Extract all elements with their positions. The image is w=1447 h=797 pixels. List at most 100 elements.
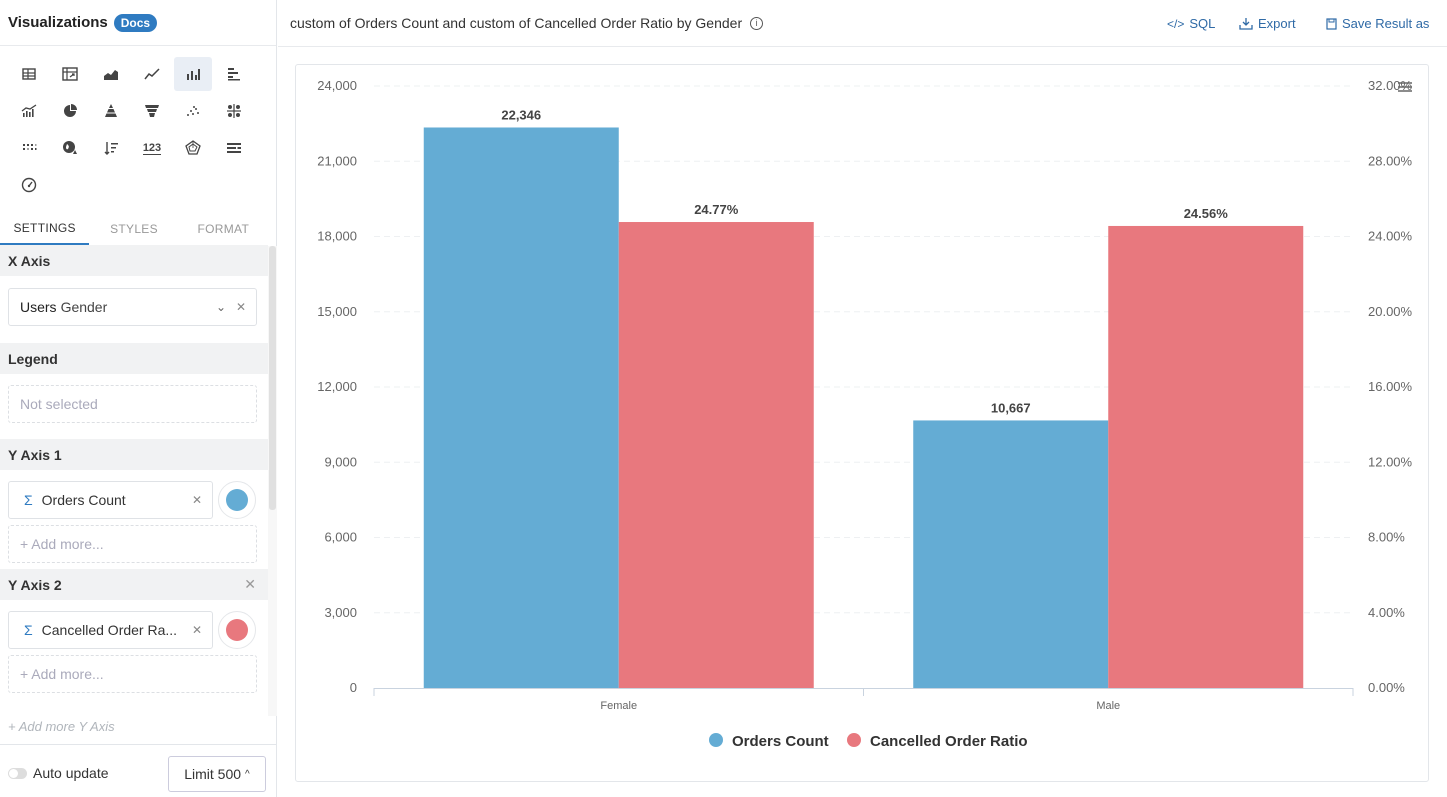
x-axis-label: X Axis [8, 252, 51, 269]
y-right-tick-label: 16.00% [1368, 379, 1413, 394]
visualization-panel: Visualizations Docs [0, 0, 277, 797]
heatmap-icon[interactable] [10, 131, 48, 165]
panel-scrollbar[interactable] [269, 246, 276, 510]
y-right-tick-label: 32.00% [1368, 78, 1413, 93]
bar [1108, 225, 1304, 688]
chart-header: custom of Orders Count and custom of Can… [278, 0, 1447, 47]
y-axis-2-section-header: Y Axis 2 ✕ [0, 569, 268, 600]
sql-button[interactable]: </> SQL [1167, 16, 1215, 31]
remove-x-axis-icon[interactable]: ✕ [235, 300, 246, 314]
y-axis-2-add-more[interactable]: + Add more... [8, 655, 257, 693]
y-left-tick-label: 0 [350, 680, 357, 695]
combo-bar-chart: 0 0.00% 3,000 4.00% 6,000 8.00% 9,000 12.00% 12,… [317, 78, 1413, 750]
y-left-tick-label: 6,000 [324, 530, 357, 545]
sorted-list-icon[interactable] [92, 131, 130, 165]
area-chart-icon[interactable] [92, 57, 130, 91]
save-result-button[interactable]: Save Result as [1326, 16, 1429, 31]
panel-footer [0, 744, 277, 797]
y-axis-1-add-more[interactable]: + Add more... [8, 525, 257, 563]
tab-styles[interactable]: STYLES [110, 221, 158, 236]
number-123-icon[interactable]: 123 [142, 141, 162, 155]
settings-tabs: SETTINGS STYLES FORMAT [0, 212, 268, 246]
chevron-down-icon[interactable]: ⌄ [215, 300, 226, 314]
x-axis-field-prefix: Users [20, 299, 57, 315]
docs-badge[interactable]: Docs [113, 13, 158, 32]
y-axis-1-label: Y Axis 1 [8, 446, 62, 463]
legend-section-header: Legend [0, 343, 268, 374]
pivot-table-icon[interactable] [51, 57, 89, 91]
legend-label: Cancelled Order Ratio [870, 733, 1028, 750]
legend-label: Orders Count [732, 733, 829, 750]
limit-dropdown[interactable]: Limit 500 ^ [168, 756, 266, 792]
export-icon [1239, 18, 1253, 30]
gauge-icon[interactable] [10, 168, 48, 202]
data-label: 22,346 [501, 107, 541, 122]
y-axis-1-field[interactable]: Σ Orders Count ✕ [8, 481, 213, 519]
y-axis-2-field[interactable]: Σ Cancelled Order Ra... ✕ [8, 611, 213, 649]
export-button[interactable]: Export [1239, 16, 1296, 31]
y-axis-1-add-more-label: + Add more... [20, 536, 104, 552]
scatter-chart-icon[interactable] [174, 94, 212, 128]
bullet-chart-icon[interactable] [215, 131, 253, 165]
y-right-tick-label: 20.00% [1368, 304, 1413, 319]
bar [423, 127, 619, 688]
sigma-icon: Σ [24, 492, 33, 508]
table-icon[interactable] [10, 57, 48, 91]
main-area: custom of Orders Count and custom of Can… [278, 0, 1447, 797]
x-tick-label: Female [600, 700, 637, 712]
auto-update-label: Auto update [33, 765, 109, 781]
remove-y-axis-1-field-icon[interactable]: ✕ [191, 493, 202, 507]
data-label: 10,667 [991, 400, 1031, 415]
tab-format[interactable]: FORMAT [197, 221, 250, 236]
y-left-tick-label: 12,000 [317, 379, 357, 394]
legend-field[interactable]: Not selected [8, 385, 257, 423]
y-right-tick-label: 12.00% [1368, 454, 1413, 469]
legend-marker [709, 733, 723, 747]
save-label: Save Result as [1342, 16, 1430, 31]
line-chart-icon[interactable] [133, 57, 171, 91]
sql-label: SQL [1189, 16, 1216, 31]
legend-label: Legend [8, 350, 58, 367]
bar [618, 222, 814, 688]
data-label: 24.56% [1184, 206, 1229, 221]
column-chart-icon[interactable] [174, 57, 212, 91]
y-axis-1-field-name: Orders Count [41, 492, 126, 508]
y-left-tick-label: 21,000 [317, 153, 357, 168]
y-left-tick-label: 24,000 [317, 78, 357, 93]
chart-title: custom of Orders Count and custom of Can… [290, 15, 743, 31]
sigma-icon: Σ [24, 622, 33, 638]
chart-container: 0 0.00% 3,000 4.00% 6,000 8.00% 9,000 12.00% 12,… [295, 64, 1429, 782]
map-icon[interactable] [51, 131, 89, 165]
remove-y-axis-2-field-icon[interactable]: ✕ [191, 623, 202, 637]
pyramid-chart-icon[interactable] [92, 94, 130, 128]
y-axis-2-color-picker[interactable] [218, 611, 256, 649]
tab-settings[interactable]: SETTINGS [0, 212, 90, 245]
x-axis-section-header: X Axis [0, 245, 268, 276]
pie-chart-icon[interactable] [51, 94, 89, 128]
funnel-chart-icon[interactable] [133, 94, 171, 128]
add-more-y-axis-link[interactable]: + Add more Y Axis [8, 719, 115, 734]
auto-update-toggle[interactable] [8, 768, 27, 779]
chevron-up-icon: ^ [245, 768, 250, 780]
remove-y-axis-2-icon[interactable]: ✕ [244, 576, 256, 592]
bubble-chart-icon[interactable] [215, 94, 253, 128]
y-right-tick-label: 8.00% [1368, 530, 1405, 545]
y-axis-1-color-swatch [226, 489, 248, 511]
bar [913, 420, 1109, 688]
y-axis-2-add-more-label: + Add more... [20, 666, 104, 682]
x-axis-field[interactable]: Users Gender ⌄ ✕ [8, 288, 257, 326]
panel-title: Visualizations [8, 14, 108, 31]
combo-chart-icon[interactable] [10, 94, 48, 128]
bar-chart-icon[interactable] [215, 57, 253, 91]
legend-marker [847, 733, 861, 747]
y-axis-2-label: Y Axis 2 [8, 576, 62, 593]
info-icon[interactable]: i [750, 16, 764, 30]
y-left-tick-label: 15,000 [317, 304, 357, 319]
limit-label: Limit 500 [184, 766, 242, 782]
y-right-tick-label: 24.00% [1368, 229, 1413, 244]
y-axis-1-color-picker[interactable] [218, 481, 256, 519]
save-icon [1326, 17, 1337, 30]
radar-chart-icon[interactable] [174, 131, 212, 165]
y-left-tick-label: 3,000 [324, 605, 357, 620]
